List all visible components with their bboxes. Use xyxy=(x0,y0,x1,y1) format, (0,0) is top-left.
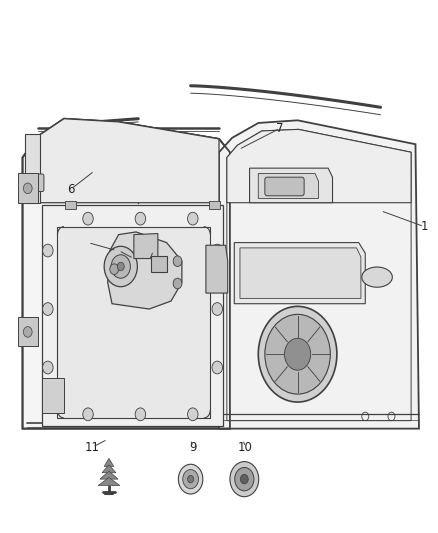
Polygon shape xyxy=(219,120,419,429)
Circle shape xyxy=(83,408,93,421)
Text: 11: 11 xyxy=(85,441,100,454)
Text: 1: 1 xyxy=(420,220,428,233)
Circle shape xyxy=(42,244,53,257)
Circle shape xyxy=(178,464,203,494)
Circle shape xyxy=(135,212,146,225)
Circle shape xyxy=(285,338,311,370)
Circle shape xyxy=(240,474,248,484)
Circle shape xyxy=(235,467,254,491)
Polygon shape xyxy=(227,130,411,203)
Bar xyxy=(18,173,38,203)
Circle shape xyxy=(212,244,223,257)
Circle shape xyxy=(117,262,124,271)
Bar xyxy=(42,378,64,413)
Polygon shape xyxy=(100,471,118,479)
Circle shape xyxy=(173,256,182,266)
FancyBboxPatch shape xyxy=(23,174,44,191)
Polygon shape xyxy=(38,119,219,203)
Circle shape xyxy=(212,303,223,316)
Polygon shape xyxy=(25,134,40,203)
Circle shape xyxy=(187,212,198,225)
Polygon shape xyxy=(42,205,223,426)
Polygon shape xyxy=(104,458,114,466)
Polygon shape xyxy=(134,233,158,259)
Circle shape xyxy=(258,306,337,402)
Polygon shape xyxy=(240,248,361,298)
Circle shape xyxy=(110,264,119,274)
Polygon shape xyxy=(206,245,228,293)
Polygon shape xyxy=(98,478,120,486)
Circle shape xyxy=(83,212,93,225)
Circle shape xyxy=(23,183,32,193)
Polygon shape xyxy=(234,243,365,304)
Ellipse shape xyxy=(362,267,392,287)
Text: 2: 2 xyxy=(84,236,92,249)
Polygon shape xyxy=(57,227,210,418)
Polygon shape xyxy=(151,256,166,272)
Bar xyxy=(18,317,38,346)
Polygon shape xyxy=(258,173,318,198)
Bar xyxy=(209,200,220,209)
Circle shape xyxy=(135,408,146,421)
Bar xyxy=(65,200,76,209)
Text: 6: 6 xyxy=(67,183,74,196)
Polygon shape xyxy=(102,465,116,473)
Text: 10: 10 xyxy=(238,441,253,454)
Polygon shape xyxy=(22,119,230,429)
Text: 4: 4 xyxy=(150,244,157,257)
Polygon shape xyxy=(108,232,182,309)
Circle shape xyxy=(42,303,53,316)
Circle shape xyxy=(212,361,223,374)
Circle shape xyxy=(187,408,198,421)
Circle shape xyxy=(265,314,330,394)
Circle shape xyxy=(183,470,198,489)
Text: 7: 7 xyxy=(276,122,284,135)
Circle shape xyxy=(230,462,259,497)
Text: 9: 9 xyxy=(189,441,197,454)
FancyBboxPatch shape xyxy=(265,177,304,196)
Circle shape xyxy=(173,278,182,289)
Polygon shape xyxy=(250,168,332,203)
Circle shape xyxy=(104,246,138,287)
Circle shape xyxy=(23,327,32,337)
Circle shape xyxy=(111,255,131,278)
Circle shape xyxy=(187,475,194,483)
Circle shape xyxy=(42,361,53,374)
Text: 3: 3 xyxy=(115,244,122,257)
